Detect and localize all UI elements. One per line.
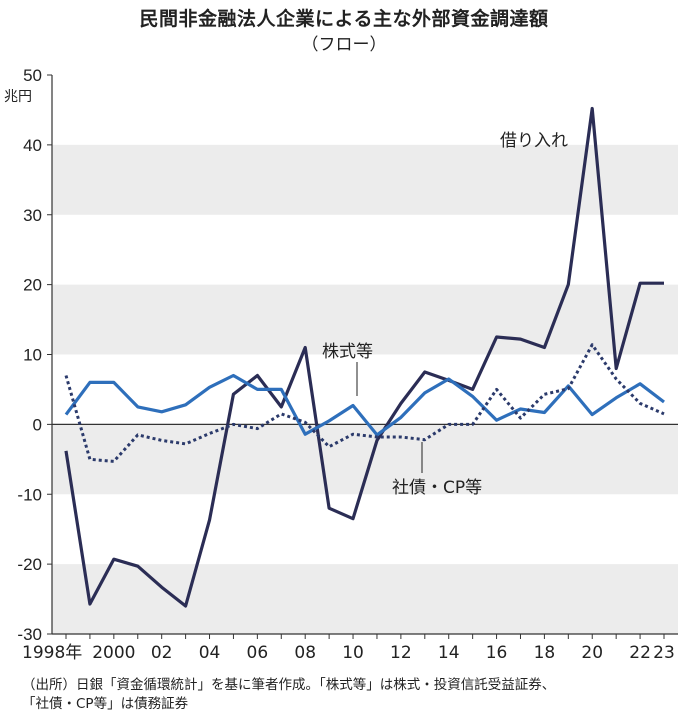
y-tick-label: 50 <box>23 66 42 85</box>
chart-subtitle: （フロー） <box>301 35 387 55</box>
x-tick-label: 22 <box>629 643 651 663</box>
grid-band <box>52 144 678 215</box>
y-tick-label: -10 <box>17 485 42 504</box>
x-tick-label: 16 <box>486 643 508 663</box>
series-annotation-2: 株式等 <box>322 342 373 362</box>
y-tick-label: 30 <box>23 206 42 225</box>
x-tick-label: 1998年 <box>22 643 82 663</box>
y-tick-label: 10 <box>23 346 42 365</box>
series-annotation-1: 借り入れ <box>500 131 568 151</box>
y-tick-label: 20 <box>23 276 42 295</box>
x-tick-label: 06 <box>247 643 269 663</box>
x-tick-label: 12 <box>390 643 412 663</box>
x-tick-label: 18 <box>534 643 556 663</box>
y-tick-label: 40 <box>23 136 42 155</box>
y-tick-label: -30 <box>17 625 42 644</box>
grid-band <box>52 284 678 355</box>
line-chart: 50 40 30 20 10 0 -10 -20 -30 兆円 1998年 2000 02 04 06 08 1… <box>4 66 678 663</box>
x-tick-label: 23 <box>653 643 675 663</box>
x-tick-label: 08 <box>294 643 316 663</box>
source-line-2: 「社債・CP等」は債務証券 <box>22 696 189 712</box>
source-line-1: （出所）日銀「資金循環統計」を基に筆者作成。「株式等」は株式・投資信託受益証券、 <box>22 677 556 693</box>
series-line-1 <box>64 106 664 608</box>
y-tick-label: -20 <box>17 555 42 574</box>
source-note: （出所）日銀「資金循環統計」を基に筆者作成。「株式等」は株式・投資信託受益証券、… <box>22 676 555 714</box>
series-line-3 <box>64 343 665 463</box>
x-tick-label: 10 <box>342 643 364 663</box>
x-tick-label: 14 <box>438 643 460 663</box>
x-tick-label: 02 <box>151 643 173 663</box>
y-tick-label: 0 <box>33 415 42 434</box>
y-axis-unit-label: 兆円 <box>4 89 32 105</box>
x-tick-label: 2000 <box>92 643 135 663</box>
grid-band <box>52 564 678 634</box>
series-annotation-3: 社債・CP等 <box>392 478 482 498</box>
chart-title: 民間非金融法人企業による主な外部資金調達額 <box>139 8 549 30</box>
x-tick-label: 20 <box>581 643 603 663</box>
x-tick-label: 04 <box>199 643 221 663</box>
